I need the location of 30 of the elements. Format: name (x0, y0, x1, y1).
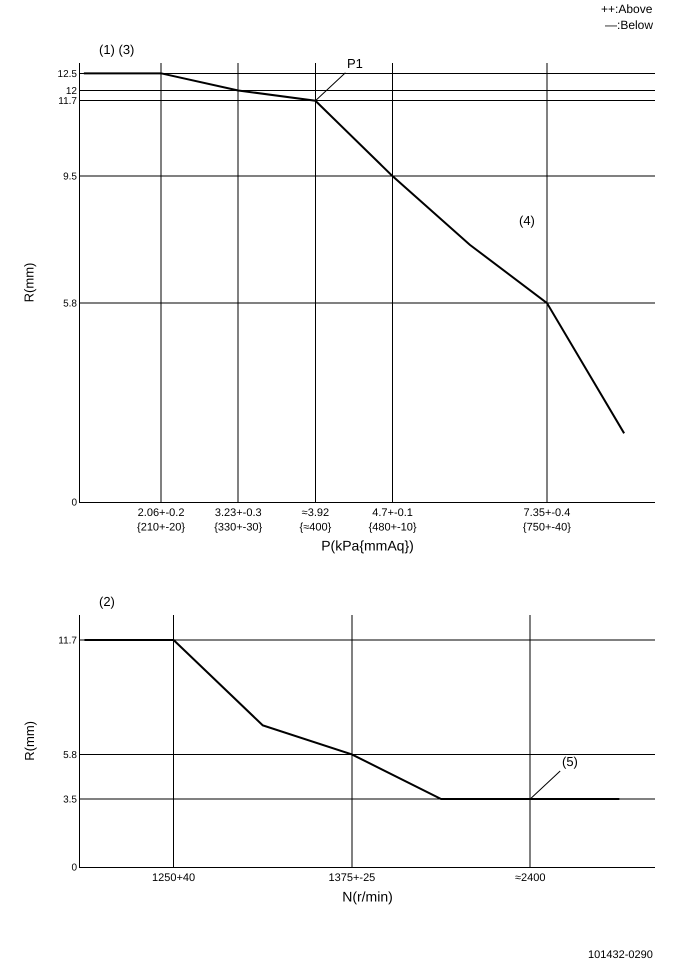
annotation: (4) (519, 213, 535, 228)
y-tick-label: 3.5 (63, 794, 78, 806)
y-tick-label: 9.5 (63, 172, 78, 183)
y-axis-title: R(mm) (22, 720, 38, 761)
y-tick-label: 5.8 (63, 750, 78, 761)
x-axis-title: P(kPa{mmAq}) (321, 538, 414, 554)
x-tick-label: 4.7+-0.1{480+-10} (368, 507, 417, 534)
x-tick-label: 1375+-25 (328, 872, 376, 884)
annotation: (5) (562, 754, 578, 769)
chart-title: (1) (3) (99, 42, 134, 57)
annotation: P1 (347, 56, 363, 71)
x-axis-title: N(r/min) (342, 888, 393, 904)
y-tick-label: 12 (66, 86, 78, 97)
text: 101432-0290 (588, 949, 653, 961)
y-tick-label: 11.7 (58, 96, 78, 108)
y-tick-label: 0 (71, 497, 78, 508)
chart-title: (2) (99, 594, 115, 609)
x-tick-label: 3.23+-0.3{330+-30} (214, 507, 263, 534)
x-tick-label: 7.35+-0.4{750+-40} (522, 507, 572, 534)
x-tick-label: 2.06+-0.2{210+-20} (137, 507, 186, 534)
y-tick-label: 12.5 (58, 68, 78, 80)
text: —:Below (605, 18, 654, 32)
y-tick-label: 5.8 (63, 298, 78, 310)
y-axis-title: R(mm) (21, 262, 36, 302)
y-tick-label: 11.7 (58, 636, 78, 647)
x-tick-label: 1250+40 (152, 872, 196, 884)
x-tick-label: ≈3.92{≈400} (300, 507, 332, 534)
y-tick-label: 0 (71, 862, 78, 874)
x-tick-label: ≈2400 (514, 872, 546, 884)
text: ++:Above (601, 2, 653, 16)
